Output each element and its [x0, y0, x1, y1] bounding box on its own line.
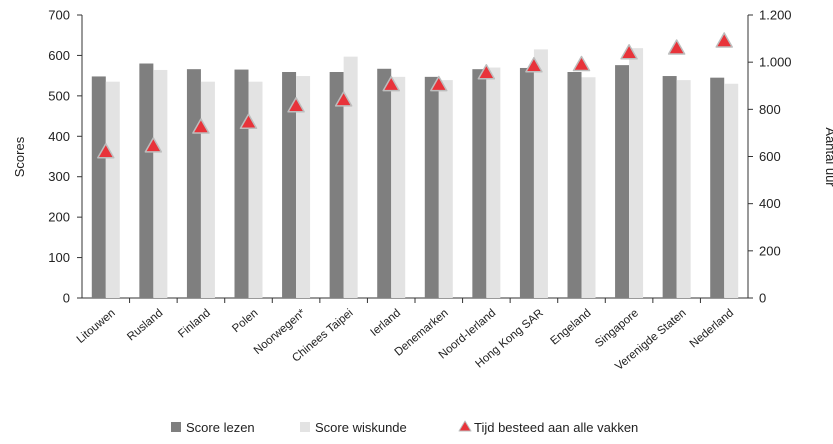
y-tick-label: 400: [48, 129, 70, 144]
category-label: Ierland: [368, 307, 403, 339]
left-axis: 0 100 200 300 400 500 600 700: [48, 8, 83, 306]
legend-swatch-score-wiskunde: [300, 422, 310, 432]
y-axis-title: Scores: [12, 136, 27, 177]
bar-score-lezen: [91, 76, 106, 298]
y2-tick-label: 800: [759, 102, 781, 117]
triangle-marker-tijd: [620, 43, 638, 60]
bar-score-lezen: [710, 77, 725, 299]
bar-score-wiskunde: [391, 76, 406, 298]
bar-score-wiskunde: [724, 83, 739, 298]
category-label: Nederland: [688, 307, 736, 350]
legend: Score lezen Score wiskunde Tijd besteed aa…: [171, 420, 638, 435]
triangle-marker-tijd: [287, 97, 305, 113]
triangle-marker-tijd: [572, 55, 591, 72]
category-label: Finland: [176, 307, 213, 340]
triangle-marker-tijd: [382, 75, 400, 92]
legend-label-tijd: Tijd besteed aan alle vakken: [474, 420, 638, 435]
y2-tick-label: 0: [759, 291, 766, 306]
triangle-marker-tijd: [715, 32, 733, 48]
bar-score-wiskunde: [200, 81, 215, 298]
category-label: Litouwen: [75, 307, 118, 346]
bar-score-wiskunde: [581, 77, 596, 298]
bar-score-lezen: [186, 69, 201, 298]
bar-score-lezen: [424, 76, 439, 298]
bar-score-lezen: [234, 69, 249, 298]
y-tick-label: 700: [48, 8, 70, 23]
legend-swatch-score-lezen: [171, 422, 181, 432]
y-tick-label: 600: [48, 48, 70, 63]
y2-tick-label: 200: [759, 243, 781, 258]
y2-tick-label: 1.200: [759, 8, 792, 23]
triangle-marker-tijd: [525, 56, 543, 73]
bar-score-lezen: [615, 65, 630, 298]
legend-label-score-wiskunde: Score wiskunde: [315, 420, 407, 435]
bar-score-wiskunde: [533, 49, 548, 298]
triangle-marker-tijd: [334, 91, 353, 107]
y-tick-label: 500: [48, 88, 70, 103]
y2-tick-label: 400: [759, 196, 781, 211]
bar-score-wiskunde: [486, 67, 501, 298]
y2-tick-label: 1.000: [759, 55, 792, 70]
triangle-marker-tijd: [144, 137, 163, 153]
bar-score-lezen: [472, 69, 487, 298]
y2-tick-label: 600: [759, 149, 781, 164]
bar-score-wiskunde: [105, 81, 120, 298]
bar-score-lezen: [567, 72, 582, 298]
bar-score-wiskunde: [438, 80, 453, 298]
y-tick-label: 100: [48, 250, 70, 265]
triangle-marker-tijd: [97, 143, 115, 159]
bar-score-wiskunde: [676, 80, 691, 298]
triangle-marker-tijd: [192, 118, 210, 134]
bar-score-lezen: [377, 68, 392, 299]
bar-score-wiskunde: [629, 48, 644, 298]
legend-label-score-lezen: Score lezen: [186, 420, 255, 435]
bar-score-wiskunde: [343, 56, 358, 298]
triangle-marker-tijd: [430, 75, 448, 92]
bar-score-lezen: [139, 63, 154, 299]
legend-swatch-tijd: [458, 420, 472, 432]
y2-axis-title: Aantal uur: [823, 127, 833, 187]
y-tick-label: 200: [48, 210, 70, 225]
bar-score-wiskunde: [296, 76, 311, 298]
triangle-marker-tijd: [667, 39, 686, 55]
category-label: Polen: [230, 307, 260, 335]
y-tick-label: 300: [48, 169, 70, 184]
bar-score-lezen: [662, 76, 677, 298]
bar-score-lezen: [329, 72, 344, 298]
plot-area: [82, 32, 748, 303]
bar-score-wiskunde: [153, 69, 168, 299]
bar-score-lezen: [519, 67, 534, 298]
triangle-marker-tijd: [477, 64, 496, 80]
right-axis: 0 200 400 600 800 1.000 1.200: [747, 8, 792, 306]
category-label: Singapore: [593, 307, 641, 350]
category-label: Rusland: [125, 307, 165, 343]
category-label: Engeland: [548, 307, 593, 347]
triangle-marker-tijd: [239, 113, 258, 130]
y-tick-label: 0: [63, 291, 70, 306]
category-labels: Litouwen Rusland Finland PolenNoorwegen*Chi…: [75, 307, 736, 373]
bar-score-wiskunde: [248, 81, 263, 298]
bar-score-lezen: [282, 72, 297, 298]
